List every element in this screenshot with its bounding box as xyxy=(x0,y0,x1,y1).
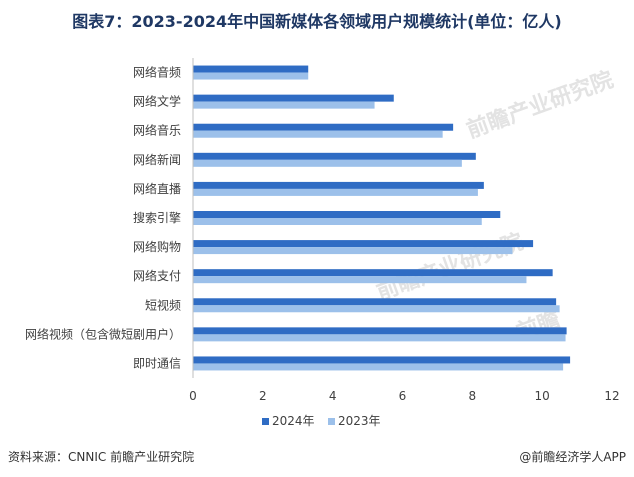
legend-swatch xyxy=(262,418,269,425)
category-label: 短视频 xyxy=(145,297,181,312)
bar-2024 xyxy=(193,327,567,335)
x-tick-label: 6 xyxy=(399,389,407,403)
x-tick-label: 8 xyxy=(469,389,477,403)
category-label: 搜索引擎 xyxy=(133,210,181,225)
category-label: 即时通信 xyxy=(133,356,181,370)
category-label: 网络购物 xyxy=(133,239,181,254)
category-label: 网络音乐 xyxy=(133,123,181,138)
bar-2023 xyxy=(193,276,527,284)
bar-2023 xyxy=(193,159,462,167)
category-label: 网络音频 xyxy=(133,65,181,80)
bar-2024 xyxy=(193,94,394,102)
x-tick-label: 4 xyxy=(329,389,337,403)
source-note: 资料来源：CNNIC 前瞻产业研究院 xyxy=(8,450,195,464)
category-label: 网络新闻 xyxy=(133,152,181,167)
bar-2024 xyxy=(193,123,454,131)
bar-2023 xyxy=(193,72,309,80)
bar-2024 xyxy=(193,269,553,277)
x-tick-label: 10 xyxy=(535,389,550,403)
bar-2023 xyxy=(193,188,478,196)
legend-label: 2023年 xyxy=(338,414,381,428)
bar-2024 xyxy=(193,65,309,73)
bar-2024 xyxy=(193,298,557,306)
brand-credit: @前瞻经济学人APP xyxy=(519,450,626,464)
bar-2023 xyxy=(193,247,513,255)
legend-swatch xyxy=(328,418,335,425)
category-label: 网络视频（包含微短剧用户） xyxy=(25,326,181,341)
x-tick-label: 0 xyxy=(189,389,197,403)
legend: 2024年 2023年 xyxy=(262,414,381,428)
bar-2023 xyxy=(193,305,560,313)
bar-2023 xyxy=(193,101,375,109)
legend-label: 2024年 xyxy=(272,414,315,428)
bar-2024 xyxy=(193,240,534,248)
bar-2023 xyxy=(193,130,443,138)
bar-2023 xyxy=(193,218,482,225)
x-axis-ticks: 0 2 4 6 8 10 12 xyxy=(189,389,619,403)
bar-2024 xyxy=(193,211,501,218)
bar-series xyxy=(193,65,571,371)
category-label: 网络直播 xyxy=(133,181,181,196)
chart-title: 图表7：2023-2024年中国新媒体各领域用户规模统计(单位：亿人) xyxy=(72,12,562,31)
svg-text:前瞻产业研究院: 前瞻产业研究院 xyxy=(463,67,617,144)
x-tick-label: 2 xyxy=(259,389,267,403)
x-tick-label: 12 xyxy=(604,389,619,403)
bar-2024 xyxy=(193,152,476,160)
category-labels: 网络音频网络文学网络音乐网络新闻网络直播搜索引擎网络购物网络支付短视频网络视频（… xyxy=(25,65,181,371)
category-label: 网络支付 xyxy=(133,268,181,283)
bar-2024 xyxy=(193,181,484,189)
bar-2023 xyxy=(193,334,566,342)
bar-2024 xyxy=(193,356,571,364)
bar-2023 xyxy=(193,363,564,371)
category-label: 网络文学 xyxy=(133,94,181,109)
